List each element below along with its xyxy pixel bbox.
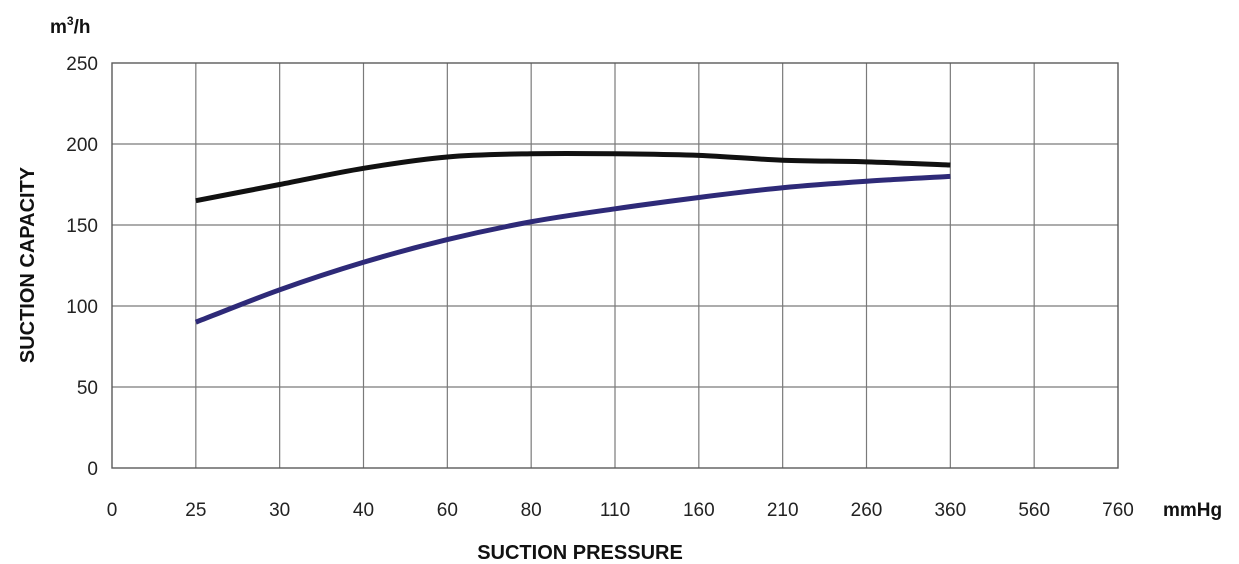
- x-axis-title: SUCTION PRESSURE: [477, 542, 683, 564]
- y-axis-title: SUCTION CAPACITY: [17, 166, 39, 363]
- x-tick-label: 0: [107, 500, 118, 521]
- y-tick-label: 100: [66, 297, 98, 318]
- x-tick-label: 560: [1018, 500, 1050, 521]
- x-tick-label: 60: [437, 500, 458, 521]
- x-tick-label: 760: [1102, 500, 1134, 521]
- series-line-2: [194, 173, 951, 325]
- plot-frame: [111, 62, 1119, 469]
- x-tick-label: 260: [851, 500, 883, 521]
- y-tick-labels: 0 50 100 150 200 250: [66, 54, 98, 480]
- x-tick-label: 40: [353, 500, 374, 521]
- x-tick-label: 160: [683, 500, 715, 521]
- series-line-1: [195, 150, 951, 204]
- x-tick-label: 360: [934, 500, 966, 521]
- x-tick-label: 30: [269, 500, 290, 521]
- y-tick-label: 0: [87, 459, 98, 480]
- y-tick-label: 200: [66, 135, 98, 156]
- y-unit-label: m3/h: [50, 14, 90, 38]
- x-tick-label: 110: [600, 500, 630, 521]
- y-tick-label: 50: [77, 378, 98, 399]
- x-unit-label: mmHg: [1163, 500, 1222, 521]
- grid-lines: [112, 63, 1118, 468]
- series-lines: [194, 150, 951, 325]
- x-tick-label: 25: [185, 500, 206, 521]
- y-tick-label: 150: [66, 216, 98, 237]
- y-tick-label: 250: [66, 54, 98, 75]
- x-tick-labels: 0 25 30 40 60 80 110 160 210 260 360 560 760: [107, 500, 1134, 521]
- x-tick-label: 80: [521, 500, 542, 521]
- x-tick-label: 210: [767, 500, 799, 521]
